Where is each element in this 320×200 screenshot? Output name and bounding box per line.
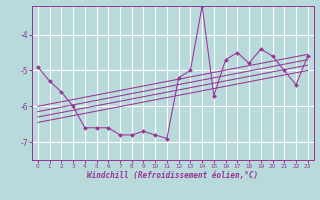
X-axis label: Windchill (Refroidissement éolien,°C): Windchill (Refroidissement éolien,°C) [87, 171, 258, 180]
